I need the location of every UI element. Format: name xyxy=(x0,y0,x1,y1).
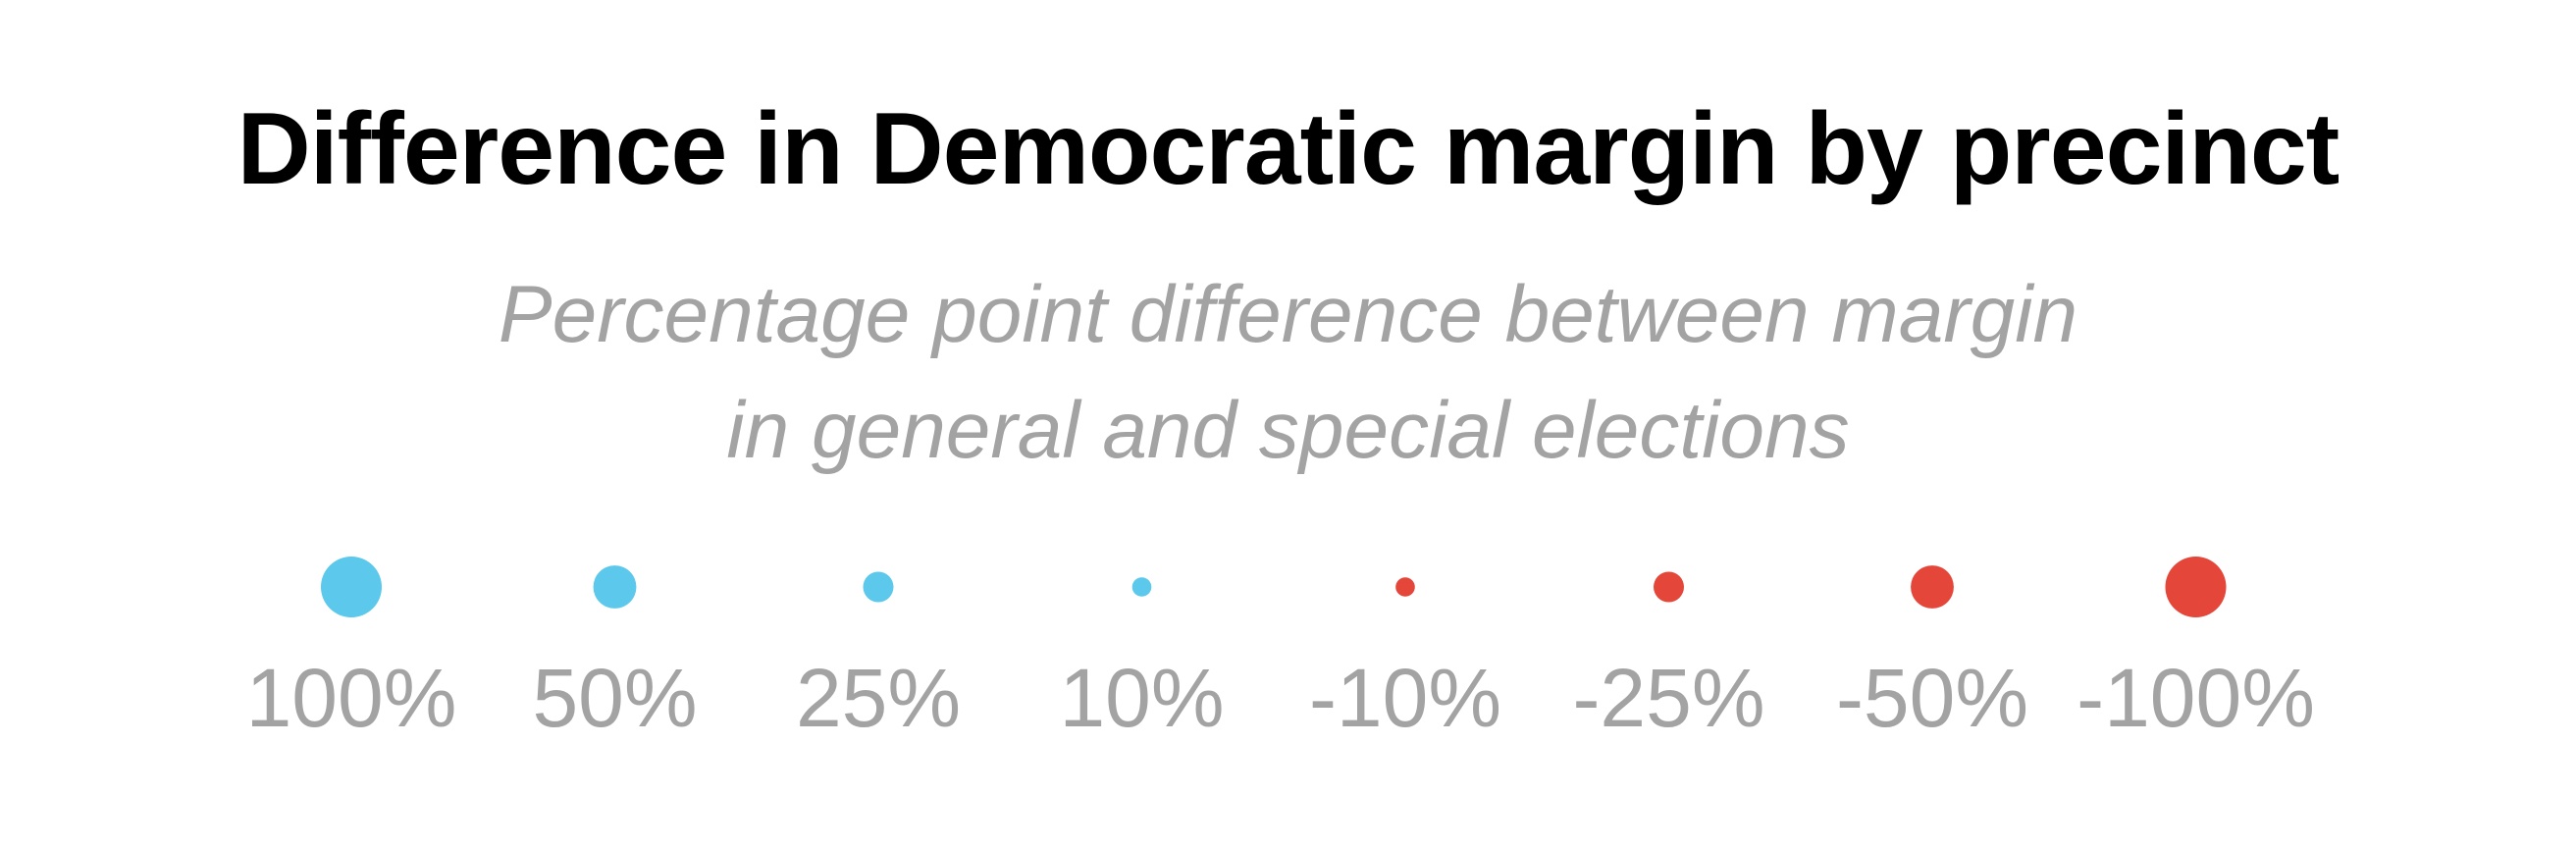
subtitle-line-1: Percentage point difference between marg… xyxy=(498,270,2078,359)
legend-circle-6 xyxy=(1911,565,1954,609)
legend-label-7: -100% xyxy=(2077,652,2315,744)
legend-circle-5 xyxy=(1654,571,1684,603)
legend-label-0: 100% xyxy=(246,652,457,744)
size-legend: 100% 50% 25% 10% -10% -25% -50% -100% xyxy=(246,557,2315,744)
legend-circle-1 xyxy=(593,565,637,609)
chart-title: Difference in Democratic margin by preci… xyxy=(237,92,2340,206)
legend-label-1: 50% xyxy=(532,652,697,744)
legend-label-4: -10% xyxy=(1309,652,1501,744)
legend-label-3: 10% xyxy=(1059,652,1224,744)
legend-circle-3 xyxy=(1131,577,1152,597)
chart-subtitle: Percentage point difference between marg… xyxy=(0,257,2576,489)
legend-label-5: -25% xyxy=(1572,652,1764,744)
subtitle-line-2: in general and special elections xyxy=(726,386,1850,475)
legend-label-6: -50% xyxy=(1836,652,2028,744)
legend-circle-2 xyxy=(863,571,894,603)
legend-label-2: 25% xyxy=(796,652,961,744)
legend-circle-7 xyxy=(2165,557,2227,617)
legend-circle-0 xyxy=(321,557,382,617)
legend-circle-4 xyxy=(1395,577,1415,597)
